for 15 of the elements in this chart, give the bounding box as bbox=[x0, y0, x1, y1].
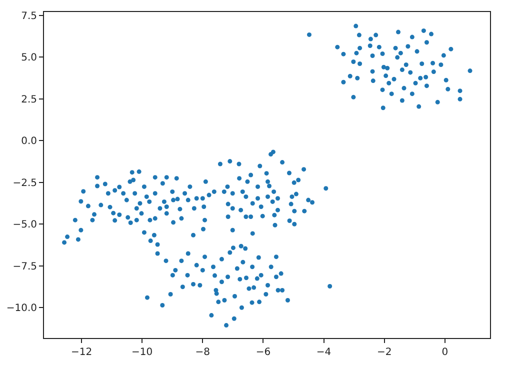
x-tick-label: −10 bbox=[132, 347, 153, 358]
y-tick-label: −2.5 bbox=[12, 178, 37, 189]
y-tick-label: −7.5 bbox=[12, 261, 37, 272]
y-tick-label: 2.5 bbox=[21, 94, 37, 106]
x-tick-label: −6 bbox=[256, 347, 271, 358]
x-tick-label: −4 bbox=[316, 347, 332, 358]
y-tick-label: −5.0 bbox=[12, 220, 37, 231]
x-tick-label: 0 bbox=[442, 347, 448, 358]
y-tick-label: 5.0 bbox=[21, 52, 37, 64]
x-tick-label: −12 bbox=[70, 347, 92, 358]
y-tick-label: −10.0 bbox=[6, 303, 37, 314]
x-tick-label: −8 bbox=[195, 347, 210, 358]
y-tick-label: 7.5 bbox=[21, 10, 37, 22]
y-tick-label: 0.0 bbox=[21, 136, 37, 148]
x-tick-label: −2 bbox=[376, 347, 392, 358]
